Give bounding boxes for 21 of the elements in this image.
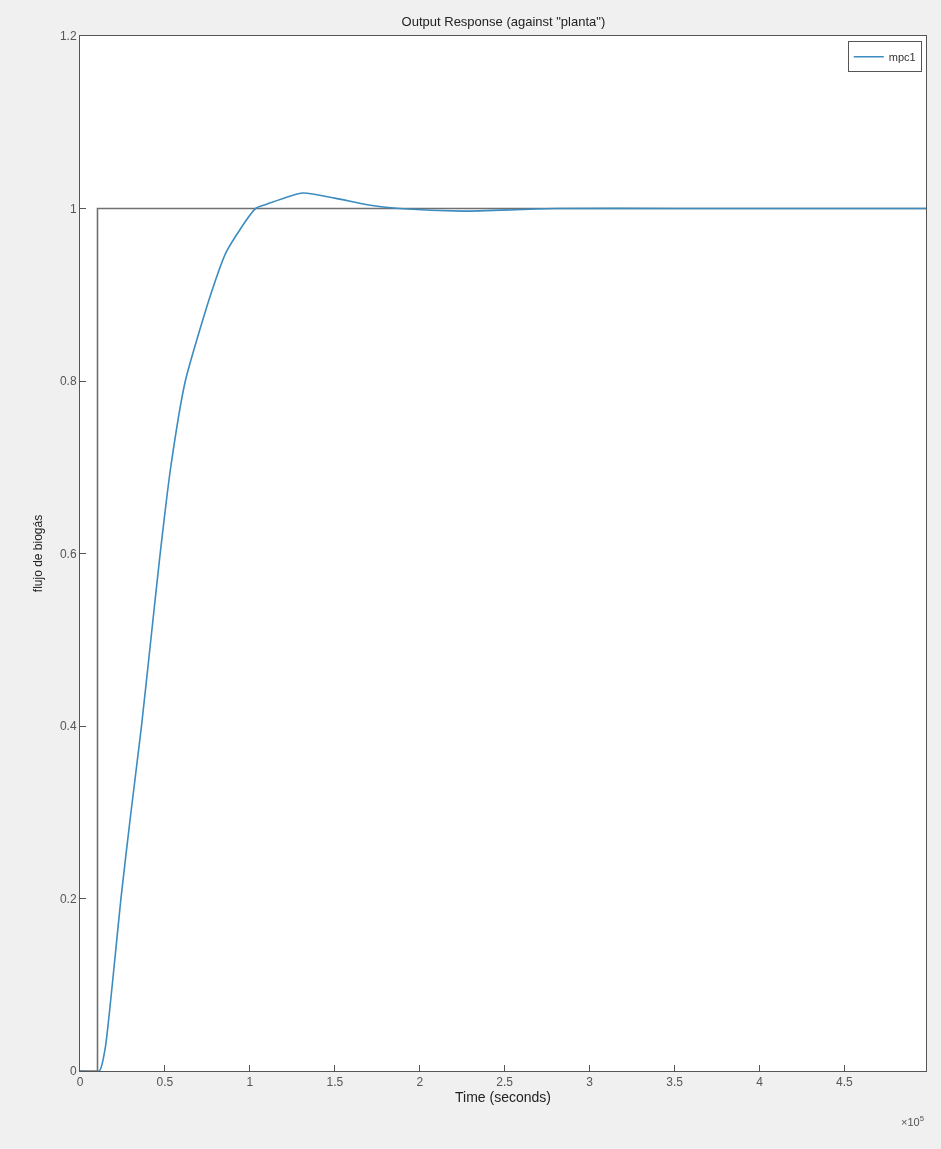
y-tick-label: 0 xyxy=(69,1064,77,1079)
x-tick-label: 2.5 xyxy=(496,1075,514,1090)
x-tick-label: 0.5 xyxy=(156,1075,174,1090)
x-tick-label: 4 xyxy=(756,1075,764,1090)
y-tick-label: 1.2 xyxy=(59,29,77,44)
text: ×10$^{5}$ xyxy=(901,1114,924,1128)
y-tick-label: 0.4 xyxy=(59,719,77,734)
x-tick-label: 4.5 xyxy=(836,1075,854,1090)
y-tick-label: 1 xyxy=(69,201,77,216)
chart-title: Output Response (against "planta") xyxy=(401,14,606,30)
x-tick-label: 3.5 xyxy=(666,1075,684,1090)
x-tick-label: 1.5 xyxy=(326,1075,344,1090)
x-tick-label: 3 xyxy=(586,1075,594,1090)
x-tick-label: 2 xyxy=(416,1075,424,1090)
y-tick-label: 0.8 xyxy=(59,374,77,389)
legend-label: mpc1 xyxy=(888,50,916,63)
y-axis-title: flujo de biogás xyxy=(31,514,46,593)
y-tick-label: 0.6 xyxy=(59,546,77,561)
y-tick-label: 0.2 xyxy=(59,891,77,906)
x-tick-label: 1 xyxy=(246,1075,254,1090)
x-axis-title: Time (seconds) xyxy=(455,1089,551,1106)
